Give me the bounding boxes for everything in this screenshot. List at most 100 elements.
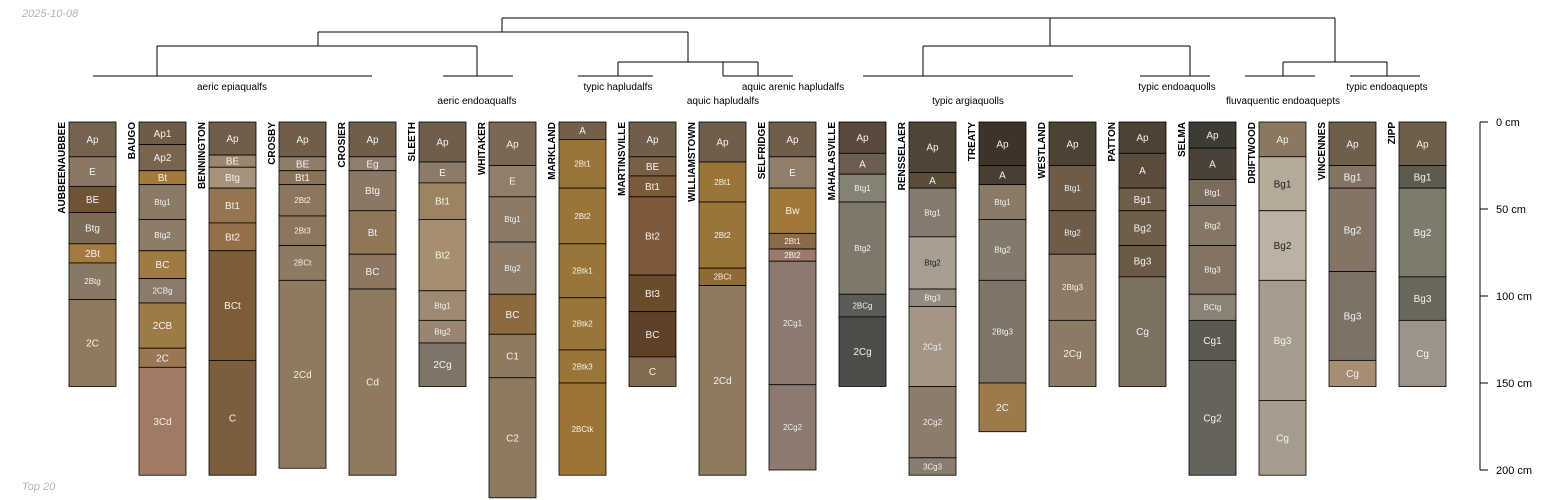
horizon-label: Ap — [856, 133, 869, 144]
horizon-2bt2 — [558, 187, 607, 245]
dendrogram — [93, 17, 1420, 77]
horizon-bw — [768, 187, 817, 234]
horizon-label: Btg1 — [994, 198, 1011, 207]
profile-name: MARKLAND — [547, 122, 558, 180]
horizon-2cg1 — [908, 306, 957, 387]
profile-name: AUBBEENAUBBEE — [57, 122, 68, 214]
horizon-2bct — [278, 245, 327, 281]
horizon-ap — [908, 121, 957, 173]
profile-name: CROSIER — [337, 121, 348, 167]
horizon-btg2 — [1048, 210, 1097, 255]
horizon-btg — [348, 170, 397, 212]
horizon-btg1 — [418, 290, 467, 321]
taxonomic-group-labels: aeric epiaqualfs aeric endoaqualfs typic h… — [197, 82, 1428, 107]
horizon-btg1 — [908, 187, 957, 238]
horizon-cg — [1328, 359, 1377, 387]
horizon-label: 2Btg3 — [1062, 283, 1083, 292]
axis-tick-label: 50 cm — [1496, 204, 1526, 216]
horizon-label: 2C — [156, 353, 169, 364]
horizon-2bt2 — [698, 201, 747, 269]
horizon-label: 2Btg — [84, 277, 100, 286]
horizon-label: 2C — [86, 338, 99, 349]
horizon-label: 2Cd — [713, 376, 731, 387]
profile-aubbeenaubbee: AUBBEENAUBBEE Ap E BE Btg 2Bt 2Btg 2C — [57, 121, 117, 387]
horizon-label: Bt1 — [645, 182, 660, 193]
profile-name: BENNINGTON — [197, 122, 208, 189]
horizon-a — [1118, 152, 1167, 189]
horizon-2c — [978, 382, 1027, 433]
profile-name: DRIFTWOOD — [1247, 122, 1258, 184]
profile-name: MARTINSVILLE — [617, 122, 628, 196]
horizon-btg2 — [1188, 205, 1237, 246]
horizon-ap — [978, 121, 1027, 166]
horizon-label: Bw — [786, 206, 801, 217]
horizon-cg — [1118, 276, 1167, 387]
taxon-label: aquic hapludalfs — [687, 96, 759, 107]
horizon-label: BE — [226, 157, 240, 168]
profile-name: SELFRIDGE — [757, 122, 768, 180]
horizon-label: 2C — [996, 403, 1009, 414]
horizon-label: 2BCtk — [572, 425, 595, 434]
horizon-label: Bg3 — [1344, 312, 1362, 323]
horizon-label: 2Cg2 — [783, 423, 803, 432]
horizon-2cg — [838, 316, 887, 387]
horizon-bg3 — [1118, 245, 1167, 278]
horizon-label: 3Cg3 — [923, 462, 943, 471]
horizon-bc — [488, 293, 537, 335]
taxon-label: aeric epiaqualfs — [197, 82, 267, 93]
horizon-label: Bg3 — [1274, 336, 1292, 347]
horizon-bg3 — [1398, 276, 1447, 321]
horizon-2cg1 — [768, 260, 817, 386]
horizon-2btk1 — [558, 243, 607, 299]
horizon-label: Bg1 — [1414, 172, 1432, 183]
horizon-label: Ap — [786, 135, 799, 146]
taxon-label: aquic arenic hapludalfs — [742, 82, 844, 93]
horizon-label: 2Bt2 — [714, 231, 731, 240]
profile-martinsville: MARTINSVILLE Ap BE Bt1 Bt2 Bt3 BC C — [617, 121, 677, 387]
horizon-btg2 — [908, 236, 957, 290]
horizon-label: Btg2 — [924, 259, 941, 268]
horizon-label: 2Cd — [293, 370, 311, 381]
horizon-label: Bt2 — [435, 251, 450, 262]
taxon-label: typic endoaquepts — [1346, 82, 1427, 93]
horizon-label: Ap — [436, 138, 449, 149]
horizon-label: Btg1 — [504, 215, 521, 224]
horizon-label: Ap — [1136, 133, 1149, 144]
profile-selma: SELMA Ap A Btg1 Btg2 Btg3 BCtg Cg1 Cg2 — [1177, 121, 1237, 476]
horizon-btg1 — [838, 173, 887, 203]
horizon-bt1 — [208, 187, 257, 224]
horizon-e — [768, 156, 817, 189]
horizon-label: 2Bt2 — [294, 196, 311, 205]
profile-name: SELMA — [1177, 122, 1188, 157]
horizon-bg1 — [1258, 156, 1307, 212]
horizon-label: 2Bt1 — [784, 237, 801, 246]
profile-baugo: BAUGO Ap1 Ap2 Bt Btg1 Btg2 BC 2CBg 2CB 2C 3Cd — [127, 121, 187, 476]
horizon-label: BE — [86, 195, 100, 206]
horizon-2btg3 — [978, 279, 1027, 384]
profile-name: SLEETH — [407, 122, 418, 161]
horizon-c — [208, 359, 257, 476]
horizon-label: BC — [506, 310, 520, 321]
axis-tick-label: 150 cm — [1496, 378, 1532, 390]
horizon-label: 2BCg — [852, 301, 872, 310]
profile-crosier: CROSIER Ap Eg Btg Bt BC Cd — [337, 121, 397, 476]
horizon-2bctk — [558, 382, 607, 476]
horizon-ap — [628, 121, 677, 158]
profile-rensselaer: RENSSELAER Ap A Btg1 Btg2 Btg3 2Cg1 2Cg2 3Cg3 — [897, 121, 957, 476]
horizon-label: A — [929, 176, 936, 187]
horizon-label: Btg2 — [504, 264, 521, 273]
horizon-label: E — [439, 168, 446, 179]
horizon-label: Bt2 — [225, 232, 240, 243]
horizon-label: Ap — [646, 135, 659, 146]
horizon-3cd — [138, 366, 187, 476]
horizon-label: Bt3 — [645, 289, 660, 300]
horizon-label: Cg — [1136, 327, 1149, 338]
horizon-bt2 — [208, 222, 257, 252]
horizon-bt2 — [628, 196, 677, 276]
horizon-label: Btg — [85, 224, 100, 235]
taxon-label: aeric endoaqualfs — [438, 96, 517, 107]
horizon-label: Btg1 — [924, 208, 941, 217]
horizon-label: Bt — [368, 228, 378, 239]
profile-name: WHITAKER — [477, 121, 488, 175]
horizon-btg — [68, 212, 117, 245]
